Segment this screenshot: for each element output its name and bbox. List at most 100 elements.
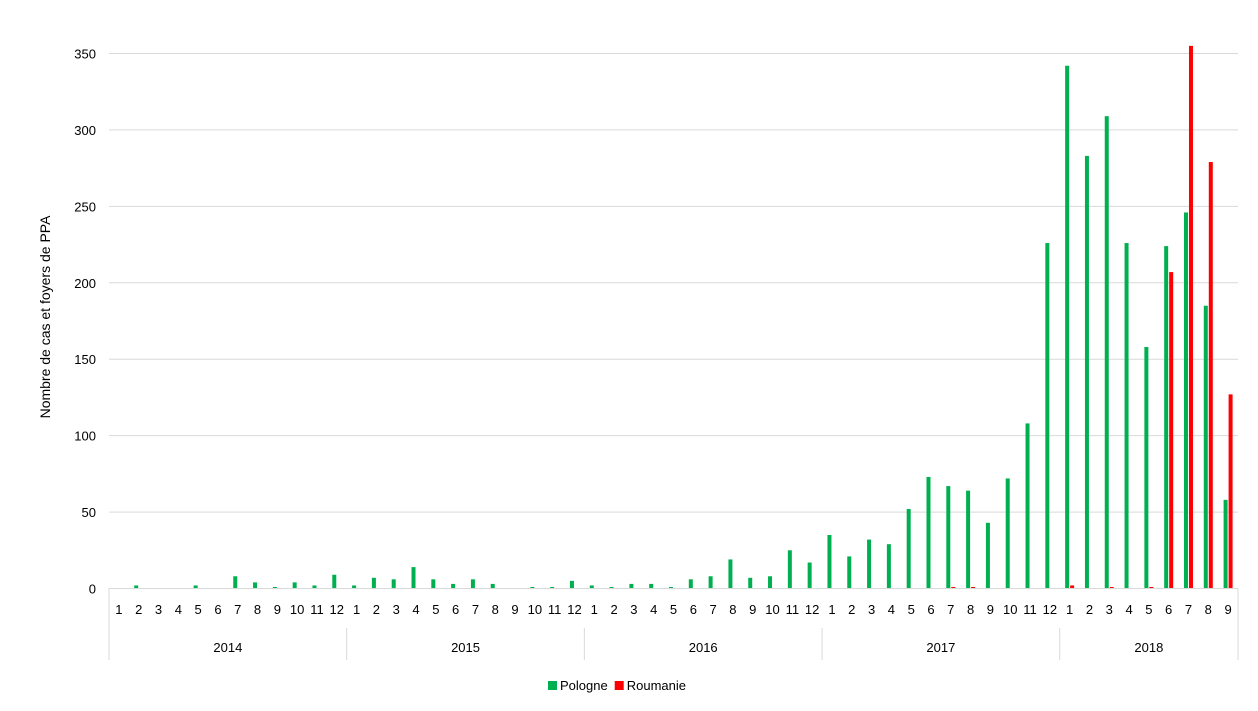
y-tick-label: 200 — [74, 276, 96, 291]
bar-pologne — [530, 586, 535, 589]
bar-pologne — [886, 544, 891, 589]
month-tick-label: 8 — [492, 602, 499, 617]
month-tick-label: 10 — [765, 602, 779, 617]
month-tick-label: 7 — [709, 602, 716, 617]
month-tick-label: 2 — [848, 602, 855, 617]
bar-roumanie — [1070, 585, 1075, 589]
month-tick-label: 2 — [610, 602, 617, 617]
y-tick-label: 50 — [82, 505, 96, 520]
month-tick-label: 6 — [927, 602, 934, 617]
month-tick-label: 1 — [591, 602, 598, 617]
bar-pologne — [1045, 243, 1050, 589]
month-tick-label: 12 — [805, 602, 819, 617]
bar-pologne — [1223, 499, 1228, 589]
month-tick-label: 10 — [528, 602, 542, 617]
bar-pologne — [926, 476, 931, 589]
bar-pologne — [669, 586, 673, 589]
month-tick-label: 2 — [373, 602, 380, 617]
year-label: 2015 — [451, 640, 480, 655]
year-label: 2017 — [926, 640, 955, 655]
bar-pologne — [787, 550, 792, 589]
month-tick-label: 4 — [1125, 602, 1132, 617]
bar-pologne — [1104, 116, 1109, 589]
month-tick-label: 11 — [548, 602, 562, 617]
legend-label-pologne: Pologne — [560, 678, 608, 693]
bar-pologne — [688, 579, 693, 589]
month-tick-label: 5 — [670, 602, 677, 617]
bars — [134, 45, 1233, 589]
bar-pologne — [1183, 212, 1188, 589]
month-tick-label: 3 — [868, 602, 875, 617]
bar-roumanie — [1208, 162, 1213, 589]
bar-pologne — [470, 579, 475, 589]
bar-pologne — [193, 585, 198, 589]
month-tick-label: 5 — [195, 602, 202, 617]
month-tick-label: 4 — [175, 602, 182, 617]
month-tick-label: 12 — [330, 602, 344, 617]
y-tick-label: 150 — [74, 352, 96, 367]
bar-pologne — [1164, 246, 1169, 589]
bar-pologne — [807, 562, 812, 589]
month-tick-label: 2 — [1086, 602, 1093, 617]
year-label: 2016 — [689, 640, 718, 655]
month-tick-label: 8 — [729, 602, 736, 617]
month-tick-label: 4 — [888, 602, 895, 617]
bar-pologne — [233, 576, 238, 589]
month-tick-label: 11 — [786, 602, 800, 617]
y-tick-label: 250 — [74, 199, 96, 214]
bar-roumanie — [1169, 272, 1174, 589]
bar-pologne — [292, 582, 297, 589]
month-tick-label: 9 — [274, 602, 281, 617]
month-tick-label: 7 — [472, 602, 479, 617]
bar-roumanie — [1109, 586, 1114, 589]
month-tick-label: 1 — [1066, 602, 1073, 617]
month-tick-label: 9 — [1224, 602, 1231, 617]
bar-pologne — [411, 567, 416, 589]
month-tick-label: 1 — [115, 602, 122, 617]
month-tick-label: 7 — [1185, 602, 1192, 617]
bar-pologne — [609, 586, 614, 589]
bar-pologne — [768, 576, 773, 589]
bar-pologne — [966, 490, 971, 589]
bar-pologne — [312, 585, 317, 589]
bar-roumanie — [951, 586, 956, 589]
bar-roumanie — [1149, 586, 1154, 589]
month-tick-label: 5 — [1145, 602, 1152, 617]
month-tick-label: 6 — [1165, 602, 1172, 617]
bar-pologne — [1084, 155, 1089, 589]
bar-pologne — [589, 585, 594, 589]
y-tick-label: 100 — [74, 429, 96, 444]
month-tick-label: 9 — [511, 602, 518, 617]
month-tick-label: 6 — [690, 602, 697, 617]
bar-pologne — [1005, 478, 1010, 589]
month-tick-label: 8 — [254, 602, 261, 617]
month-tick-label: 7 — [947, 602, 954, 617]
legend-swatch-pologne — [548, 681, 557, 690]
bar-pologne — [906, 509, 911, 589]
bar-pologne — [649, 583, 654, 589]
y-tick-label: 300 — [74, 123, 96, 138]
bar-pologne — [1025, 423, 1030, 589]
year-label: 2018 — [1134, 640, 1163, 655]
bar-pologne — [867, 539, 872, 589]
bar-pologne — [1065, 65, 1070, 589]
month-tick-label: 11 — [310, 602, 324, 617]
legend-swatch-roumanie — [614, 681, 624, 690]
y-tick-label: 350 — [74, 47, 96, 62]
bar-pologne — [946, 486, 951, 589]
bar-pologne — [451, 583, 456, 589]
bar-pologne — [728, 559, 733, 589]
month-tick-label: 9 — [987, 602, 994, 617]
bar-pologne — [985, 522, 990, 589]
month-tick-label: 9 — [749, 602, 756, 617]
bar-pologne — [134, 585, 139, 589]
month-tick-label: 4 — [650, 602, 657, 617]
month-tick-label: 8 — [967, 602, 974, 617]
bar-pologne — [748, 577, 753, 589]
month-tick-label: 1 — [828, 602, 835, 617]
bar-pologne — [332, 574, 337, 589]
month-tick-label: 3 — [1106, 602, 1113, 617]
bar-roumanie — [1188, 45, 1193, 589]
